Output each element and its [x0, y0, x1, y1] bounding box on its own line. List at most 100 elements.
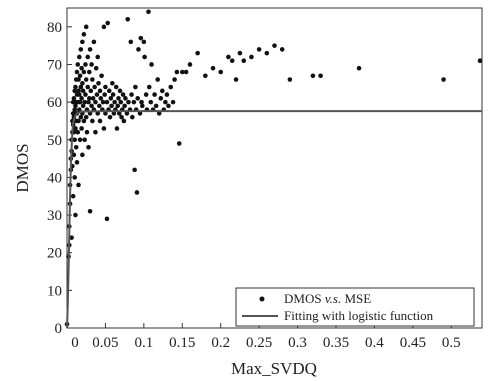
data-point — [134, 190, 140, 195]
data-point — [76, 107, 82, 112]
data-point — [120, 92, 126, 97]
data-point — [164, 92, 170, 97]
x-axis-label: Max_SVDQ — [231, 359, 317, 378]
data-point — [80, 152, 85, 158]
data-point — [477, 58, 483, 64]
data-point — [264, 50, 270, 56]
y-tick-label: 50 — [47, 133, 62, 149]
data-point — [77, 137, 83, 143]
data-point — [110, 80, 115, 86]
data-point — [163, 99, 168, 105]
data-point — [86, 96, 92, 101]
data-point — [226, 54, 231, 60]
data-point — [103, 84, 108, 90]
data-point — [94, 92, 100, 97]
data-point — [81, 32, 87, 37]
data-point — [75, 62, 81, 67]
data-point — [140, 103, 145, 109]
legend-scatter-marker — [259, 296, 265, 302]
data-point — [115, 103, 121, 109]
data-point — [159, 88, 165, 94]
data-point — [96, 80, 101, 86]
data-point — [137, 111, 143, 116]
data-point — [129, 92, 134, 97]
legend-box — [235, 287, 475, 327]
data-point — [249, 54, 254, 60]
data-point — [113, 84, 119, 90]
data-point — [90, 96, 96, 101]
data-point — [72, 137, 77, 143]
data-point — [72, 88, 77, 94]
data-point — [174, 69, 180, 75]
data-point — [90, 118, 95, 124]
x-tick-label: 0.5 — [442, 335, 461, 351]
data-point — [118, 99, 124, 105]
data-point — [156, 111, 162, 116]
data-point — [81, 69, 87, 75]
data-point — [87, 47, 93, 52]
data-point — [93, 99, 98, 105]
data-point — [153, 103, 159, 109]
data-point — [142, 54, 147, 60]
data-point — [71, 152, 77, 158]
data-point — [287, 77, 293, 82]
y-tick-label: 40 — [47, 170, 62, 186]
data-point — [149, 62, 154, 67]
data-point — [146, 84, 152, 90]
data-point — [356, 65, 362, 71]
data-point — [86, 144, 91, 150]
data-point — [73, 84, 78, 90]
data-point — [108, 96, 114, 101]
data-point — [279, 47, 285, 52]
data-point — [256, 47, 262, 52]
x-axis-ticks: 0 0.05 0.1 0.15 0.2 0.25 0.3 0.35 0.4 0.45 0.5 — [66, 323, 461, 351]
data-point — [78, 47, 84, 52]
data-point — [79, 126, 84, 131]
data-point — [70, 193, 76, 199]
data-point — [130, 114, 135, 120]
data-point — [80, 80, 85, 86]
data-point — [229, 58, 235, 64]
data-point — [101, 24, 107, 30]
data-point — [88, 88, 94, 94]
data-point — [233, 77, 239, 82]
data-point — [82, 99, 87, 105]
data-point — [110, 92, 116, 97]
x-tick-label: 0.15 — [169, 335, 195, 351]
data-point — [96, 103, 102, 109]
data-point — [131, 99, 137, 105]
data-point — [111, 111, 117, 116]
y-tick-label: 20 — [47, 246, 62, 262]
data-point — [76, 118, 81, 124]
y-tick-label: 10 — [47, 283, 62, 299]
x-tick-label: 0.3 — [288, 335, 307, 351]
data-point — [69, 235, 74, 240]
data-point — [81, 118, 87, 124]
data-point — [76, 92, 82, 97]
data-point — [143, 92, 149, 97]
data-point — [102, 92, 107, 97]
data-point — [100, 99, 106, 105]
data-point — [80, 88, 86, 94]
x-tick-label: 0.35 — [323, 335, 349, 351]
data-point — [73, 212, 78, 218]
data-point — [132, 167, 137, 173]
x-tick-label: 0.05 — [92, 335, 118, 351]
data-point — [87, 208, 93, 214]
x-tick-label: 0 — [71, 335, 79, 351]
data-point — [168, 84, 174, 90]
data-point — [166, 103, 171, 109]
data-point — [84, 129, 90, 135]
data-point — [93, 129, 98, 135]
data-point — [141, 39, 147, 45]
data-point — [90, 77, 95, 82]
data-point — [121, 118, 127, 124]
plot-frame — [66, 7, 483, 329]
x-tick-label: 0.25 — [246, 335, 272, 351]
data-point — [119, 114, 124, 120]
data-point — [98, 96, 104, 101]
data-point — [85, 84, 91, 90]
data-point — [91, 39, 97, 45]
data-point — [183, 69, 189, 75]
data-point — [70, 111, 76, 116]
